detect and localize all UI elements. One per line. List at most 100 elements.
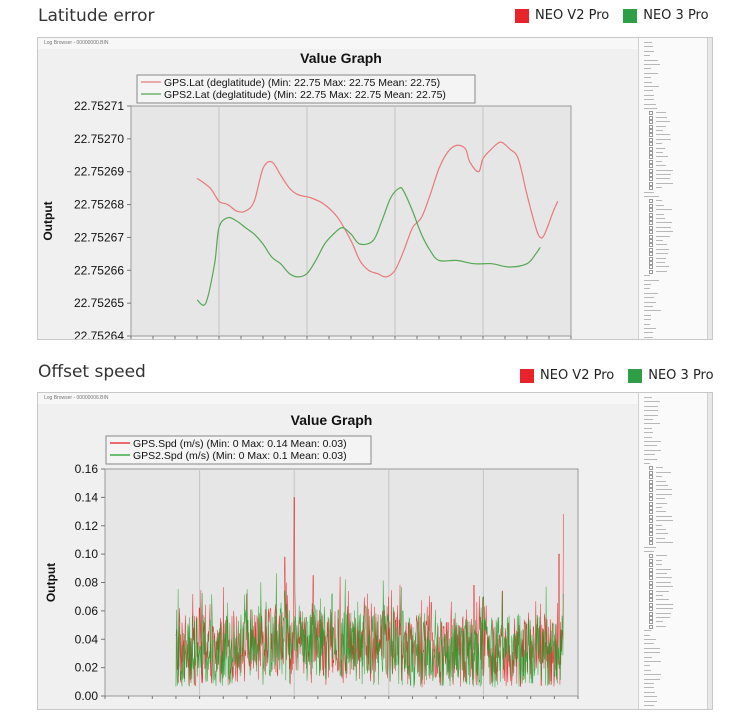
tree-item[interactable] xyxy=(644,55,650,57)
tree-checkbox[interactable] xyxy=(649,230,653,235)
tree-checkbox[interactable] xyxy=(649,611,653,616)
tree-checkbox[interactable] xyxy=(649,221,653,226)
tree-item[interactable] xyxy=(656,125,666,127)
tree-checkbox[interactable] xyxy=(649,115,653,120)
tree-item[interactable] xyxy=(656,586,673,588)
tree-checkbox[interactable] xyxy=(649,256,653,261)
tree-item[interactable] xyxy=(656,568,671,570)
tree-item[interactable] xyxy=(656,169,673,171)
tree-item[interactable] xyxy=(644,77,651,79)
tree-item[interactable] xyxy=(656,248,669,250)
tree-checkbox[interactable] xyxy=(649,142,653,147)
tree-item[interactable] xyxy=(656,253,668,255)
tree-item[interactable] xyxy=(656,235,670,237)
tree-checkbox[interactable] xyxy=(649,475,653,480)
tree-item[interactable] xyxy=(644,551,654,552)
tree-checkbox[interactable] xyxy=(649,217,653,221)
tree-item[interactable] xyxy=(644,449,661,451)
tree-item[interactable] xyxy=(644,81,652,83)
tree-item[interactable] xyxy=(644,691,655,693)
tree-checkbox[interactable] xyxy=(649,181,653,186)
tree-item[interactable] xyxy=(656,187,662,189)
tree-item[interactable] xyxy=(656,612,671,614)
tree-item[interactable] xyxy=(656,581,671,583)
tree-item[interactable] xyxy=(656,222,672,224)
tree-item[interactable] xyxy=(656,218,665,219)
tree-item[interactable] xyxy=(656,537,665,539)
tree-item[interactable] xyxy=(644,191,654,193)
tree-item[interactable] xyxy=(644,678,660,680)
tree-item[interactable] xyxy=(656,156,668,158)
tree-item[interactable] xyxy=(644,397,652,398)
tree-item[interactable] xyxy=(656,542,673,544)
tree-item[interactable] xyxy=(644,292,658,294)
tree-item[interactable] xyxy=(644,59,658,61)
tree-item[interactable] xyxy=(644,310,661,312)
tree-item[interactable] xyxy=(644,306,653,307)
field-tree-panel[interactable] xyxy=(638,38,710,339)
tree-checkbox[interactable] xyxy=(649,159,653,164)
tree-checkbox[interactable] xyxy=(649,488,653,493)
tree-item[interactable] xyxy=(644,705,654,706)
tree-checkbox[interactable] xyxy=(649,208,653,213)
tree-item[interactable] xyxy=(656,213,664,215)
tree-checkbox[interactable] xyxy=(649,234,653,239)
tree-checkbox[interactable] xyxy=(649,261,653,265)
tree-checkbox[interactable] xyxy=(649,536,653,541)
tree-item[interactable] xyxy=(644,410,658,412)
tree-item[interactable] xyxy=(656,577,672,579)
tree-item[interactable] xyxy=(656,515,672,517)
tree-item[interactable] xyxy=(644,72,658,74)
tree-item[interactable] xyxy=(644,423,660,425)
tree-checkbox[interactable] xyxy=(649,572,653,576)
field-tree-panel[interactable] xyxy=(638,393,710,709)
tree-item[interactable] xyxy=(644,427,652,429)
tree-item[interactable] xyxy=(656,266,669,268)
tree-item[interactable] xyxy=(656,471,671,473)
tree-item[interactable] xyxy=(644,50,654,52)
tree-item[interactable] xyxy=(656,559,662,561)
tree-checkbox[interactable] xyxy=(649,186,653,191)
tree-checkbox[interactable] xyxy=(649,225,653,230)
tree-item[interactable] xyxy=(644,103,656,105)
tree-item[interactable] xyxy=(656,599,669,601)
tree-checkbox[interactable] xyxy=(649,252,653,257)
tree-item[interactable] xyxy=(644,284,651,285)
tree-item[interactable] xyxy=(644,669,651,671)
tree-checkbox[interactable] xyxy=(649,607,653,612)
tree-item[interactable] xyxy=(656,231,673,233)
tree-item[interactable] xyxy=(644,687,654,689)
tree-checkbox[interactable] xyxy=(649,203,653,208)
tree-checkbox[interactable] xyxy=(649,506,653,510)
tree-item[interactable] xyxy=(656,564,662,566)
tree-item[interactable] xyxy=(644,86,659,87)
tree-checkbox[interactable] xyxy=(649,470,653,475)
tree-item[interactable] xyxy=(644,630,651,632)
tree-item[interactable] xyxy=(656,489,672,491)
field-tree-scrollbar[interactable] xyxy=(707,393,712,709)
tree-checkbox[interactable] xyxy=(649,528,653,532)
tree-checkbox[interactable] xyxy=(649,111,653,116)
tree-item[interactable] xyxy=(656,573,667,574)
tree-checkbox[interactable] xyxy=(649,168,653,173)
tree-checkbox[interactable] xyxy=(649,269,653,274)
tree-checkbox[interactable] xyxy=(649,602,653,607)
tree-item[interactable] xyxy=(656,270,667,272)
tree-checkbox[interactable] xyxy=(649,616,653,620)
tree-checkbox[interactable] xyxy=(649,133,653,138)
tree-checkbox[interactable] xyxy=(649,164,653,169)
tree-checkbox[interactable] xyxy=(649,199,653,204)
tree-item[interactable] xyxy=(656,621,663,623)
tree-checkbox[interactable] xyxy=(649,247,653,252)
tree-item[interactable] xyxy=(644,432,653,434)
tree-checkbox[interactable] xyxy=(649,265,653,270)
tree-item[interactable] xyxy=(656,160,662,162)
tree-checkbox[interactable] xyxy=(649,501,653,506)
tree-item[interactable] xyxy=(644,643,654,645)
tree-item[interactable] xyxy=(656,182,673,184)
tree-checkbox[interactable] xyxy=(649,173,653,177)
tree-item[interactable] xyxy=(656,529,666,530)
tree-item[interactable] xyxy=(644,108,657,109)
tree-checkbox[interactable] xyxy=(649,479,653,484)
tree-item[interactable] xyxy=(656,209,672,211)
